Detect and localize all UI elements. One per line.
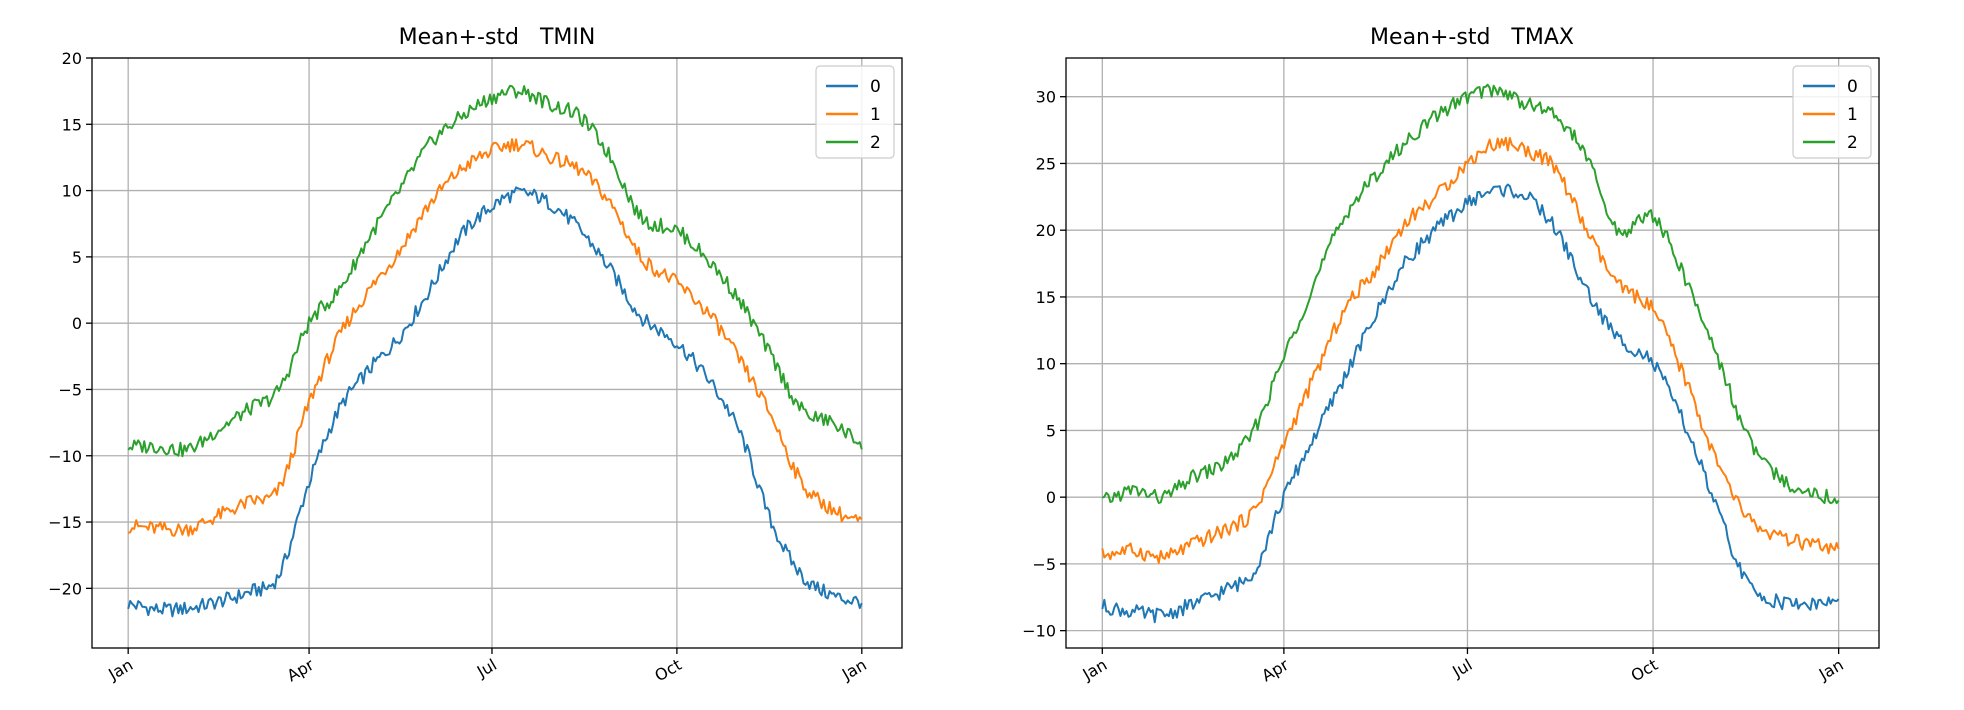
x-tick-label: Jul	[1448, 655, 1475, 682]
plot-frame	[1065, 57, 1880, 649]
legend-box	[1792, 65, 1872, 159]
legend-label-1: 1	[870, 105, 881, 125]
y-tick-label: 15	[1036, 288, 1056, 307]
legend-label-2: 2	[1847, 133, 1858, 153]
chart-tmin: Mean+-std TMIN Jan Apr Jul Oct Jan20151050−5…	[48, 25, 903, 686]
series-line-1	[1101, 136, 1840, 564]
y-tick-label: −20	[48, 579, 82, 598]
y-tick-label: 15	[62, 115, 82, 134]
y-tick-label: 5	[72, 248, 82, 267]
y-tick-label: −10	[1022, 622, 1056, 641]
legend-box	[815, 65, 895, 159]
x-tick-label: Apr	[284, 655, 318, 686]
chart-title: Mean+-std TMIN	[399, 25, 596, 50]
x-tick-label: Oct	[1628, 655, 1661, 685]
plot-frame	[91, 57, 903, 649]
y-tick-label: 0	[1046, 488, 1056, 507]
legend-label-0: 0	[870, 77, 881, 97]
chart-title: Mean+-std TMAX	[1370, 25, 1574, 50]
y-tick-label: −15	[48, 513, 82, 532]
y-tick-label: −5	[1032, 555, 1056, 574]
x-tick-label: Apr	[1258, 655, 1292, 686]
x-tick-label: Jan	[838, 655, 870, 684]
grid	[1066, 58, 1879, 648]
series-line-0	[1101, 183, 1840, 624]
series-lines	[127, 84, 863, 618]
y-tick-label: −5	[58, 380, 82, 399]
legend-label-0: 0	[1847, 77, 1858, 97]
x-tick-label: Jul	[473, 655, 500, 682]
y-tick-label: 10	[62, 182, 82, 201]
x-tick-label: Jan	[1815, 655, 1847, 684]
axis-ticks: Jan Apr Jul Oct Jan 30 25 20 15 10 5 0 −5 −10	[1022, 88, 1846, 686]
series-line-2	[127, 84, 863, 458]
legend-label-2: 2	[870, 133, 881, 153]
y-tick-label: 5	[1046, 421, 1056, 440]
legend: 0 1 2	[1792, 65, 1872, 159]
x-tick-label: Oct	[651, 655, 684, 685]
grid	[92, 57, 902, 648]
series-line-0	[127, 186, 863, 618]
y-tick-label: 20	[1036, 221, 1056, 240]
y-tick-label: −10	[48, 447, 82, 466]
y-tick-label: 0	[72, 314, 82, 333]
chart-tmax: Mean+-std TMAX Jan Apr Jul Oct Jan3025201510…	[1022, 25, 1880, 686]
legend: 0 1 2	[815, 65, 895, 159]
y-tick-label: 25	[1036, 154, 1056, 173]
series-lines	[1101, 83, 1840, 624]
y-tick-label: 30	[1036, 88, 1056, 107]
y-tick-label: 10	[1036, 355, 1056, 374]
series-line-1	[127, 138, 863, 537]
series-line-2	[1101, 83, 1840, 505]
legend-label-1: 1	[1847, 105, 1858, 125]
y-tick-label: 20	[62, 49, 82, 68]
x-tick-label: Jan	[1079, 655, 1111, 684]
x-tick-label: Jan	[104, 655, 136, 684]
